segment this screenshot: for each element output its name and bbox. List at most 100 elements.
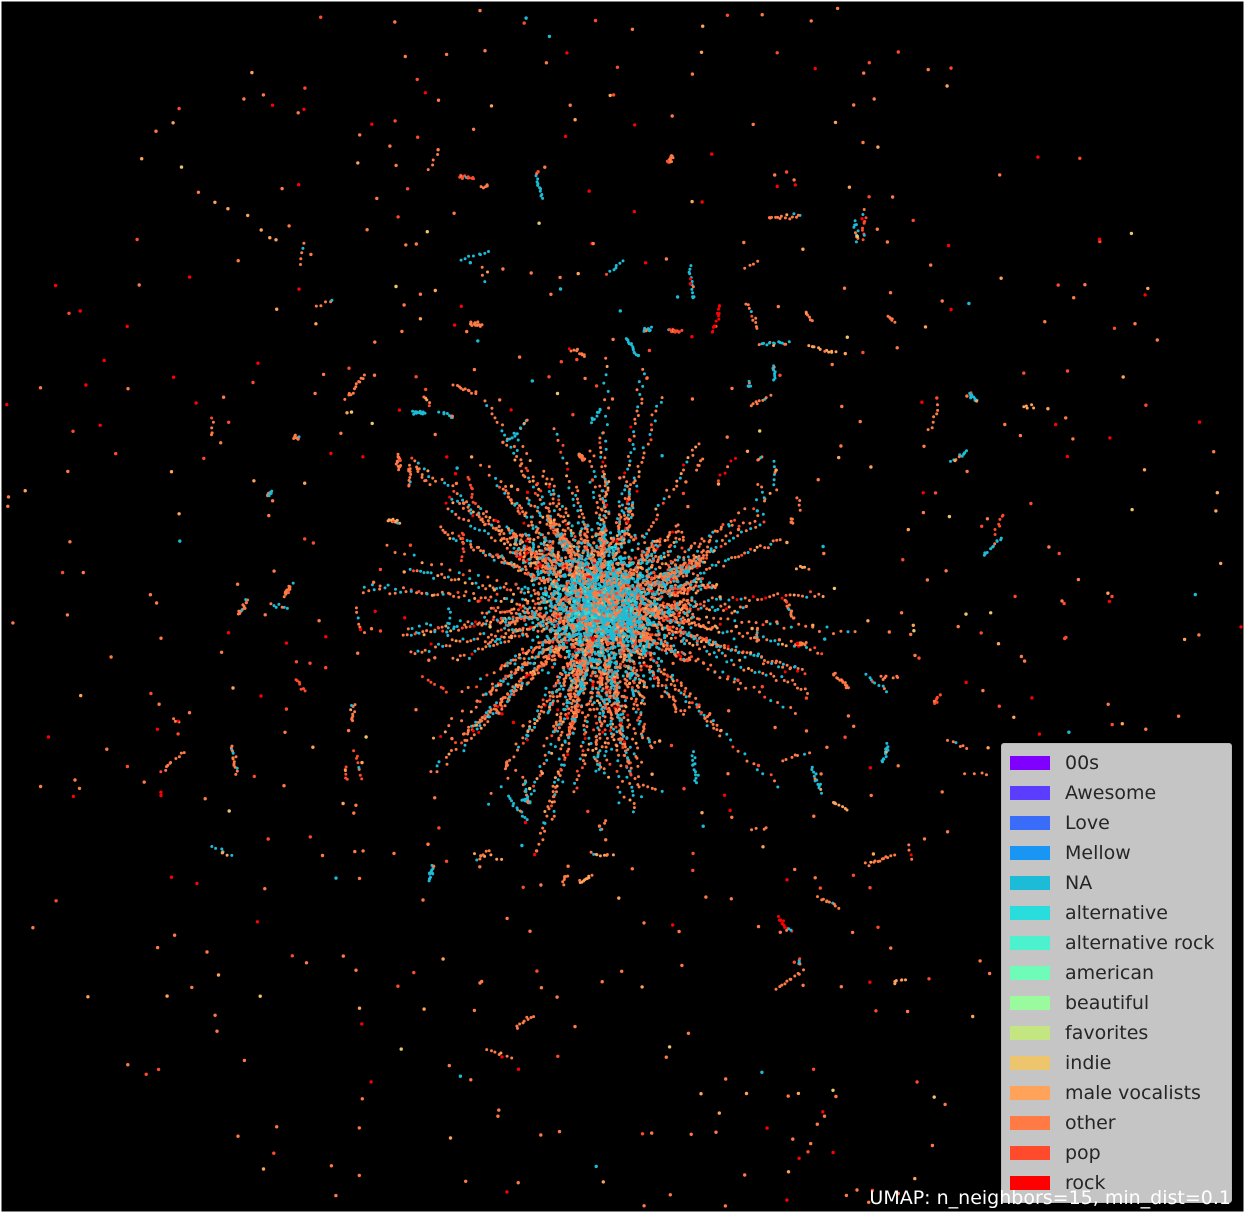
scatter-point — [573, 576, 577, 580]
scatter-point — [715, 655, 719, 659]
scatter-point — [454, 512, 458, 516]
scatter-point — [608, 762, 612, 766]
scatter-point — [444, 644, 448, 648]
scatter-point — [479, 549, 483, 553]
scatter-point — [603, 672, 607, 676]
scatter-point — [616, 643, 620, 647]
scatter-point — [617, 567, 621, 571]
scatter-point — [562, 666, 566, 669]
scatter-point — [693, 541, 697, 545]
scatter-point — [650, 592, 655, 596]
scatter-point — [516, 586, 520, 590]
scatter-point — [684, 695, 688, 699]
scatter-point — [413, 632, 417, 636]
scatter-point — [493, 416, 497, 420]
scatter-point — [504, 674, 508, 678]
scatter-point — [516, 506, 520, 510]
scatter-point — [573, 535, 577, 539]
scatter-point — [525, 515, 529, 519]
scatter-point — [594, 641, 598, 645]
scatter-point — [611, 568, 615, 573]
scatter-point — [761, 635, 765, 639]
scatter-point — [690, 701, 694, 705]
scatter-point — [505, 443, 509, 447]
scatter-point — [645, 580, 649, 584]
scatter-point — [611, 631, 616, 635]
scatter-point — [547, 654, 551, 658]
scatter-point — [647, 628, 651, 632]
scatter-point — [711, 722, 715, 726]
scatter-point — [440, 572, 444, 576]
scatter-point — [621, 674, 625, 678]
scatter-point — [631, 562, 635, 566]
scatter-point — [746, 631, 749, 635]
scatter-point — [724, 534, 728, 538]
scatter-point — [753, 671, 757, 674]
scatter-point — [621, 563, 625, 567]
scatter-point — [720, 651, 724, 655]
scatter-point — [596, 680, 600, 684]
scatter-point — [469, 710, 473, 714]
scatter-point — [622, 795, 626, 799]
scatter-point — [547, 615, 551, 619]
scatter-point — [602, 771, 606, 775]
scatter-point — [483, 529, 487, 533]
scatter-point — [708, 652, 711, 656]
scatter-point — [602, 554, 606, 558]
scatter-point — [564, 595, 568, 599]
scatter-point — [564, 599, 568, 603]
scatter-point — [536, 570, 540, 574]
scatter-point — [599, 455, 603, 459]
scatter-point — [508, 661, 512, 665]
scatter-point — [503, 433, 507, 437]
scatter-point — [662, 555, 666, 559]
scatter-point — [441, 629, 445, 633]
scatter-point — [560, 532, 563, 536]
scatter-point — [628, 561, 632, 565]
scatter-point — [755, 768, 759, 772]
scatter-point — [417, 631, 421, 635]
scatter-point — [426, 469, 430, 473]
scatter-point — [521, 651, 525, 655]
scatter-point — [492, 615, 496, 619]
scatter-point — [685, 592, 689, 596]
scatter-point — [627, 598, 631, 602]
scatter-point — [660, 595, 664, 599]
scatter-point — [778, 538, 782, 542]
scatter-point — [537, 646, 541, 650]
scatter-point — [479, 719, 483, 723]
scatter-point — [444, 624, 448, 628]
scatter-point — [533, 592, 537, 596]
scatter-point — [719, 728, 723, 732]
scatter-point — [685, 460, 689, 464]
scatter-point — [586, 539, 590, 543]
scatter-point — [702, 713, 706, 717]
scatter-point — [601, 470, 605, 474]
scatter-point — [549, 609, 553, 613]
scatter-point — [553, 662, 557, 666]
scatter-point — [482, 632, 486, 635]
scatter-point — [556, 602, 561, 607]
scatter-point — [761, 512, 765, 516]
scatter-point — [613, 661, 617, 665]
scatter-point — [656, 513, 659, 517]
scatter-point — [499, 703, 502, 707]
scatter-point — [450, 638, 454, 642]
scatter-point — [557, 502, 561, 506]
scatter-point — [825, 625, 829, 629]
scatter-point — [595, 634, 599, 638]
scatter-point — [526, 572, 530, 576]
scatter-point — [574, 569, 577, 573]
scatter-point — [569, 528, 573, 532]
scatter-point — [495, 618, 499, 622]
scatter-point — [606, 621, 610, 625]
scatter-point — [527, 657, 531, 661]
scatter-point — [630, 634, 635, 638]
scatter-point — [460, 741, 464, 745]
scatter-point — [614, 725, 618, 729]
scatter-point — [697, 442, 701, 446]
scatter-point — [679, 684, 683, 687]
scatter-point — [471, 724, 475, 728]
scatter-point — [585, 633, 589, 637]
scatter-point — [749, 636, 753, 640]
